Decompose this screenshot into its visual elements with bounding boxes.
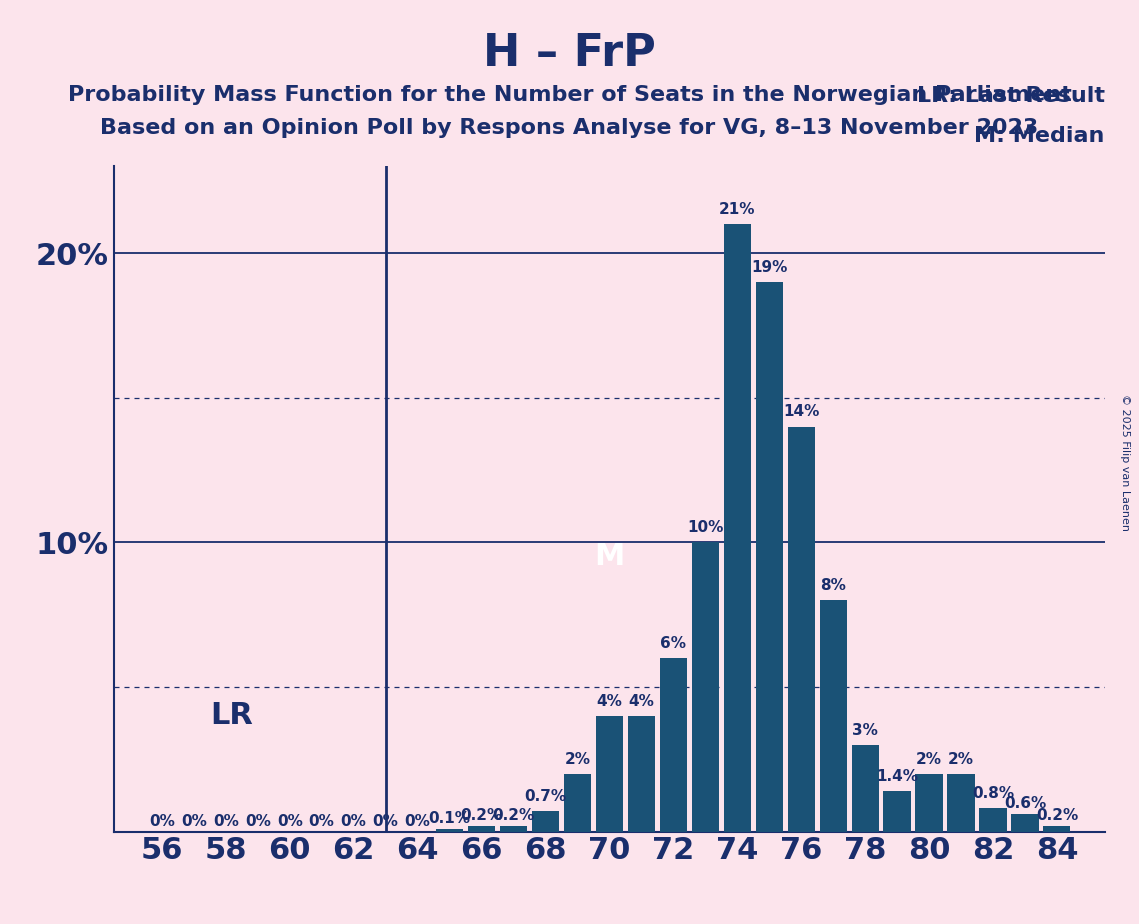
Bar	[980, 808, 1007, 832]
Text: 0%: 0%	[213, 814, 239, 829]
Text: 19%: 19%	[751, 260, 787, 274]
Bar	[723, 225, 751, 832]
Bar	[884, 791, 911, 832]
Text: LR: LR	[210, 701, 253, 730]
Bar	[596, 716, 623, 832]
Text: 4%: 4%	[629, 694, 654, 709]
Text: M: Median: M: Median	[975, 127, 1105, 146]
Text: 0%: 0%	[309, 814, 335, 829]
Bar	[468, 826, 495, 832]
Text: M: M	[595, 542, 624, 571]
Text: 0.8%: 0.8%	[972, 786, 1014, 801]
Text: 1.4%: 1.4%	[876, 769, 918, 784]
Bar	[820, 601, 846, 832]
Text: 0.6%: 0.6%	[1003, 796, 1046, 811]
Bar	[1011, 814, 1039, 832]
Text: 10%: 10%	[687, 520, 723, 535]
Text: 0.7%: 0.7%	[524, 789, 566, 804]
Text: 0%: 0%	[181, 814, 207, 829]
Text: 8%: 8%	[820, 578, 846, 593]
Text: 0%: 0%	[277, 814, 303, 829]
Text: 0.2%: 0.2%	[1035, 808, 1077, 823]
Bar	[787, 427, 814, 832]
Bar	[948, 773, 975, 832]
Text: 0%: 0%	[245, 814, 271, 829]
Bar	[436, 829, 464, 832]
Text: 3%: 3%	[852, 723, 878, 737]
Text: 2%: 2%	[948, 751, 974, 767]
Text: 4%: 4%	[597, 694, 622, 709]
Bar	[500, 826, 527, 832]
Text: 0%: 0%	[341, 814, 367, 829]
Bar	[916, 773, 943, 832]
Text: 0.1%: 0.1%	[428, 811, 470, 826]
Text: 0.2%: 0.2%	[460, 808, 502, 823]
Bar	[659, 658, 687, 832]
Text: 21%: 21%	[719, 202, 755, 217]
Text: 0%: 0%	[372, 814, 399, 829]
Text: 6%: 6%	[661, 636, 687, 650]
Text: Based on an Opinion Poll by Respons Analyse for VG, 8–13 November 2023: Based on an Opinion Poll by Respons Anal…	[100, 118, 1039, 139]
Text: 2%: 2%	[916, 751, 942, 767]
Bar	[564, 773, 591, 832]
Text: 2%: 2%	[565, 751, 590, 767]
Bar	[532, 811, 559, 832]
Text: © 2025 Filip van Laenen: © 2025 Filip van Laenen	[1121, 394, 1130, 530]
Text: H – FrP: H – FrP	[483, 32, 656, 76]
Text: Probability Mass Function for the Number of Seats in the Norwegian Parliament: Probability Mass Function for the Number…	[67, 85, 1072, 105]
Text: 14%: 14%	[782, 405, 819, 419]
Bar	[755, 282, 782, 832]
Bar	[691, 542, 719, 832]
Text: 0%: 0%	[404, 814, 431, 829]
Text: LR: Last Result: LR: Last Result	[917, 87, 1105, 106]
Text: 0%: 0%	[149, 814, 174, 829]
Bar	[628, 716, 655, 832]
Text: 0.2%: 0.2%	[492, 808, 534, 823]
Bar	[1043, 826, 1071, 832]
Bar	[852, 745, 878, 832]
